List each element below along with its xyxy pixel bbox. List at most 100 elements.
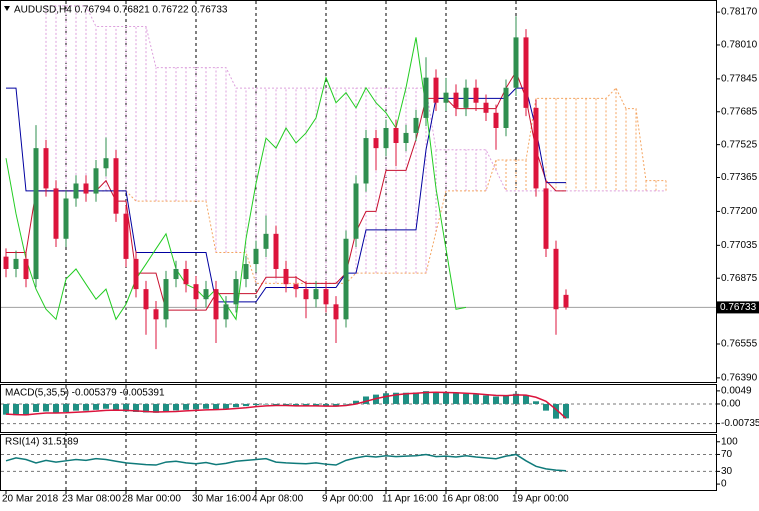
- histogram-bar: [183, 403, 189, 410]
- y-tick-label: 0.77200: [721, 206, 758, 217]
- histogram-bar: [513, 393, 519, 404]
- histogram-bar: [133, 403, 139, 412]
- candle-body: [313, 289, 319, 300]
- histogram-bar: [383, 393, 389, 404]
- histogram-bar: [173, 403, 179, 411]
- candle-body: [553, 248, 559, 310]
- histogram-bar: [243, 403, 249, 407]
- candle-body: [533, 107, 539, 189]
- histogram-bar: [63, 403, 69, 412]
- candle-body: [203, 289, 209, 300]
- histogram-bar: [393, 392, 399, 404]
- x-tick-label: 28 Mar 00:00: [122, 494, 181, 505]
- histogram-bar: [403, 392, 409, 404]
- x-tick-label: 23 Mar 08:00: [62, 494, 121, 505]
- candle-body: [393, 128, 399, 144]
- price-label: 0.76733: [720, 302, 757, 313]
- candle-body: [383, 128, 389, 149]
- candle-body: [283, 268, 289, 285]
- rsi-panel-frame: [0, 434, 717, 491]
- histogram-bar: [283, 403, 289, 406]
- candle-body: [563, 294, 569, 308]
- macd-title: MACD(5,35,5) -0.005379 -0.005391: [5, 388, 165, 399]
- histogram-bar: [143, 403, 149, 413]
- histogram-bar: [323, 403, 329, 407]
- histogram-bar: [413, 392, 419, 404]
- candle-body: [173, 268, 179, 280]
- histogram-bar: [563, 403, 569, 419]
- indicator-line: [5, 37, 467, 321]
- candle-body: [123, 213, 129, 259]
- histogram-bar: [93, 403, 99, 410]
- candle-body: [113, 158, 119, 214]
- candle-body: [213, 289, 219, 320]
- candle-body: [373, 138, 379, 149]
- candle-body: [193, 284, 199, 300]
- candle-body: [453, 92, 459, 108]
- histogram-bar: [453, 393, 459, 404]
- histogram-bar: [463, 393, 469, 404]
- candle-body: [83, 183, 89, 194]
- candle-body: [73, 183, 79, 199]
- y-tick-label: 0.77525: [721, 139, 758, 150]
- candle-body: [103, 158, 109, 169]
- histogram-bar: [493, 396, 499, 404]
- histogram-bar: [53, 403, 59, 414]
- candle-body: [273, 233, 279, 269]
- histogram-bar: [533, 401, 539, 404]
- histogram-bar: [123, 403, 129, 412]
- rsi-line: [5, 453, 567, 472]
- histogram-bar: [103, 403, 109, 409]
- candle-body: [143, 289, 149, 310]
- histogram-bar: [363, 396, 369, 404]
- histogram-bar: [83, 403, 89, 411]
- candle-body: [483, 102, 489, 113]
- candle-body: [303, 289, 309, 300]
- histogram-bar: [273, 403, 279, 406]
- candle-body: [513, 37, 519, 88]
- histogram-bar: [163, 403, 169, 412]
- candle-body: [13, 258, 19, 269]
- candle-body: [33, 148, 39, 280]
- histogram-bar: [553, 403, 559, 419]
- candle-body: [473, 87, 479, 103]
- candle-body: [333, 304, 339, 320]
- histogram-bar: [113, 403, 119, 410]
- histogram-bar: [203, 403, 209, 409]
- candle-body: [443, 92, 449, 103]
- candle-body: [23, 258, 29, 280]
- y-tick-label: 0.77845: [721, 74, 758, 85]
- candle-body: [463, 87, 469, 108]
- histogram-bar: [33, 403, 39, 412]
- symbol-icon: [4, 6, 10, 11]
- histogram-bar: [253, 403, 259, 406]
- x-tick-label: 19 Apr 00:00: [512, 494, 569, 505]
- y-tick-label: 0.77365: [721, 172, 758, 183]
- candle-body: [353, 183, 359, 239]
- y-tick-label: 0.00: [721, 399, 741, 410]
- candle-body: [503, 87, 509, 128]
- x-tick-label: 16 Apr 08:00: [442, 494, 499, 505]
- y-tick-label: 30: [721, 466, 733, 477]
- histogram-bar: [473, 394, 479, 404]
- y-tick-label: 0.76555: [721, 339, 758, 350]
- candle-body: [543, 188, 549, 249]
- y-tick-label: 70: [721, 449, 733, 460]
- histogram-bar: [443, 392, 449, 404]
- histogram-bar: [3, 403, 9, 415]
- histogram-bar: [483, 395, 489, 404]
- signal-line: [5, 391, 567, 419]
- macd-panel-frame: [0, 384, 717, 433]
- candle-body: [413, 117, 419, 133]
- x-tick-label: 4 Apr 08:00: [252, 494, 304, 505]
- candle-body: [53, 188, 59, 239]
- candle-body: [3, 256, 9, 269]
- histogram-bar: [193, 403, 199, 410]
- senkou-span-a: [46, 87, 666, 284]
- candle-body: [183, 268, 189, 285]
- candle-body: [233, 279, 239, 305]
- histogram-bar: [423, 391, 429, 404]
- candle-body: [163, 279, 169, 320]
- candle-body: [293, 284, 299, 290]
- y-tick-label: 0.78170: [721, 7, 758, 18]
